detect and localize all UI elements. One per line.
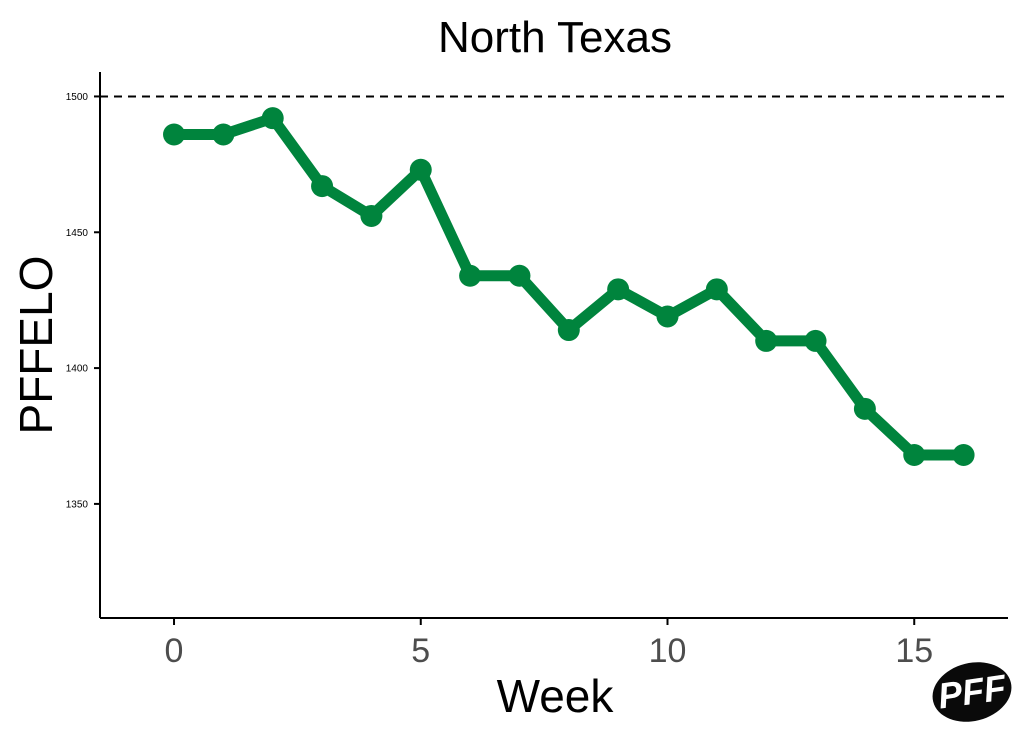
y-tick-label: 1500 bbox=[66, 92, 89, 103]
data-point bbox=[508, 264, 531, 287]
data-point bbox=[459, 264, 482, 287]
data-point bbox=[705, 278, 728, 301]
data-point bbox=[311, 175, 334, 198]
data-point bbox=[607, 278, 630, 301]
data-point bbox=[261, 107, 284, 130]
x-tick-label: 5 bbox=[411, 632, 430, 670]
data-point bbox=[755, 329, 778, 352]
x-tick-label: 0 bbox=[165, 632, 184, 670]
ticks: 0 5 10 15 1350 1400 1450 1500 bbox=[66, 92, 933, 670]
series bbox=[163, 107, 975, 467]
data-point bbox=[163, 123, 186, 146]
x-axis-title: Week bbox=[497, 670, 615, 722]
data-point bbox=[656, 305, 679, 328]
axes bbox=[99, 72, 1008, 619]
logo-badge bbox=[932, 662, 1012, 722]
x-tick-label: 15 bbox=[895, 632, 933, 670]
chart-title: North Texas bbox=[438, 13, 672, 62]
y-tick-label: 1350 bbox=[66, 499, 89, 510]
data-point bbox=[557, 319, 580, 342]
y-tick-label: 1400 bbox=[66, 364, 89, 375]
x-tick-label: 10 bbox=[649, 632, 687, 670]
data-point bbox=[903, 444, 926, 467]
pff-logo: PFF bbox=[932, 662, 1012, 722]
logo-wordmark: PFF bbox=[935, 666, 1009, 716]
data-point bbox=[853, 397, 876, 420]
y-tick-label: 1450 bbox=[66, 228, 89, 239]
data-point bbox=[804, 329, 827, 352]
series-line bbox=[168, 112, 970, 461]
data-point bbox=[409, 158, 432, 181]
y-axis-title: PFFELO bbox=[10, 256, 62, 435]
data-point bbox=[360, 204, 383, 227]
data-point bbox=[952, 444, 975, 467]
data-point bbox=[212, 123, 235, 146]
